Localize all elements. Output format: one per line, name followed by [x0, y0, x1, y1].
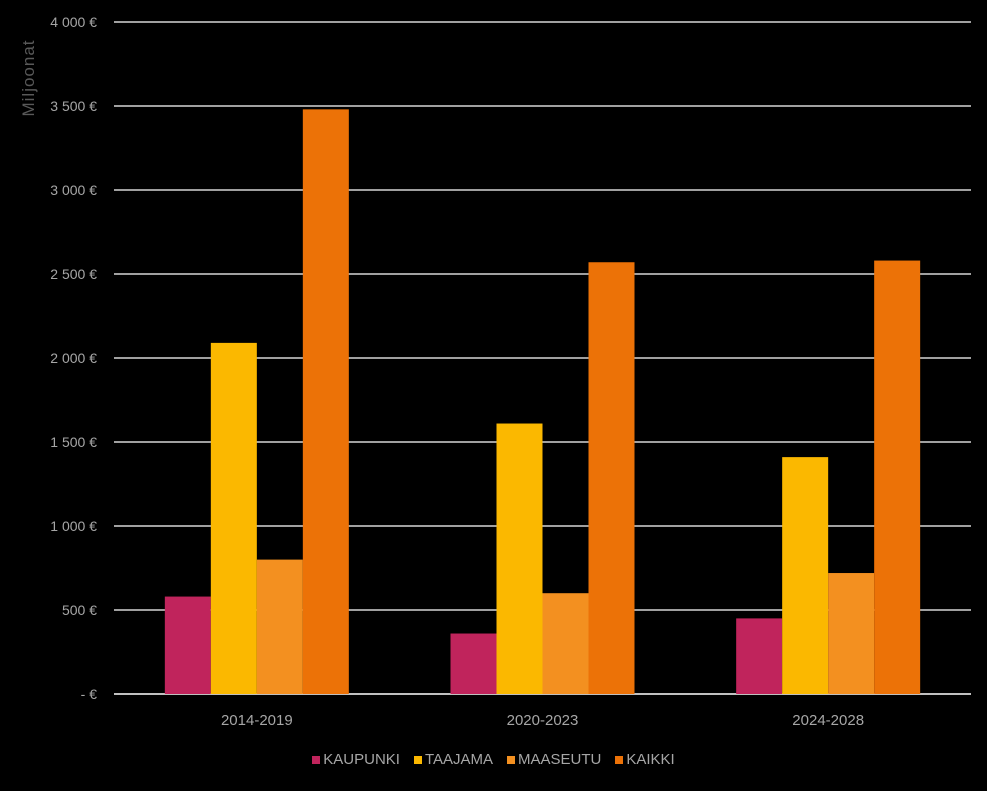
- bar-kaikki: [302, 109, 349, 695]
- bars: [164, 109, 921, 695]
- y-tick-label: 3 500 €: [50, 98, 97, 114]
- bar-kaikki: [588, 262, 635, 694]
- y-tick-label: - €: [81, 686, 98, 702]
- bar-kaikki: [874, 260, 921, 694]
- y-tick-label: 2 000 €: [50, 350, 97, 366]
- legend-swatch: [413, 755, 422, 764]
- x-tick-label: 2024-2028: [792, 712, 864, 729]
- legend-swatch: [312, 755, 321, 764]
- legend-item: TAAJAMA: [413, 751, 494, 768]
- bar-maaseutu: [256, 559, 303, 694]
- bar-kaupunki: [450, 633, 497, 694]
- legend-swatch: [507, 755, 516, 764]
- legend-item: KAUPUNKI: [312, 751, 400, 768]
- y-tick-label: 2 500 €: [50, 266, 97, 282]
- legend-item: KAIKKI: [615, 751, 675, 768]
- legend-item: MAASEUTU: [507, 751, 601, 768]
- y-tick-label: 4 000 €: [50, 14, 97, 30]
- y-tick-label: 500 €: [62, 602, 97, 618]
- y-axis-label: Miljoonat: [19, 39, 38, 116]
- bar-taajama: [782, 457, 829, 694]
- bar-maaseutu: [542, 593, 589, 694]
- x-tick-label: 2014-2019: [221, 712, 293, 729]
- legend: KAUPUNKI TAAJAMA MAASEUTU KAIKKI: [0, 751, 987, 768]
- legend-label: KAIKKI: [626, 751, 675, 768]
- bar-kaupunki: [736, 618, 783, 694]
- y-tick-label: 1 500 €: [50, 434, 97, 450]
- legend-label: TAAJAMA: [424, 751, 494, 768]
- x-axis-ticks: 2014-2019 2020-2023 2024-2028: [221, 712, 864, 729]
- bar-taajama: [210, 342, 257, 694]
- bar-taajama: [496, 423, 543, 694]
- legend-label: KAUPUNKI: [323, 751, 400, 768]
- y-tick-label: 1 000 €: [50, 518, 97, 534]
- bar-maaseutu: [828, 573, 875, 694]
- legend-label: MAASEUTU: [518, 751, 602, 768]
- x-tick-label: 2020-2023: [507, 712, 579, 729]
- legend-swatch: [615, 755, 624, 764]
- y-tick-label: 3 000 €: [50, 182, 97, 198]
- y-axis-ticks: - € 500 € 1 000 € 1 500 € 2 000 € 2 500 € 3 00…: [50, 14, 97, 702]
- bar-kaupunki: [164, 596, 211, 694]
